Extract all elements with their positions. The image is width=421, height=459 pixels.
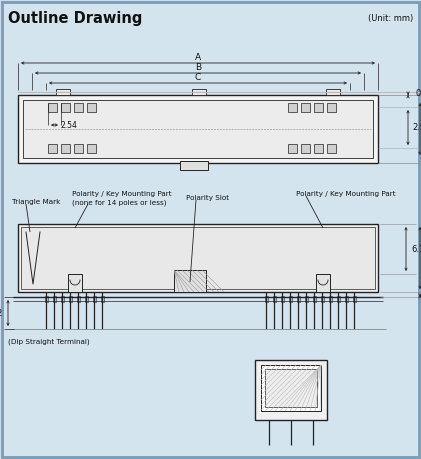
Text: 3.2: 3.2 <box>0 308 3 318</box>
Bar <box>87 144 96 153</box>
Bar <box>174 270 206 292</box>
Bar <box>261 365 321 411</box>
Text: (Dip Straight Terminal): (Dip Straight Terminal) <box>8 339 90 345</box>
Bar <box>316 274 330 292</box>
Bar <box>101 296 104 302</box>
Bar <box>77 296 80 302</box>
Text: Polarity / Key Mounting Part: Polarity / Key Mounting Part <box>296 191 396 197</box>
Text: Polarity Slot: Polarity Slot <box>186 195 229 201</box>
Text: Outline Drawing: Outline Drawing <box>8 11 142 26</box>
Bar <box>314 144 323 153</box>
Bar <box>288 144 297 153</box>
Bar <box>328 296 331 302</box>
Bar <box>61 144 70 153</box>
Bar <box>327 103 336 112</box>
Bar <box>344 296 347 302</box>
Bar <box>74 103 83 112</box>
Bar <box>336 296 339 302</box>
Bar <box>61 296 64 302</box>
Bar <box>296 296 299 302</box>
Bar <box>74 144 83 153</box>
Bar <box>21 227 375 289</box>
Bar <box>264 296 267 302</box>
Text: (Unit: mm): (Unit: mm) <box>368 13 413 22</box>
Bar <box>192 89 206 95</box>
Bar <box>304 296 307 302</box>
Bar <box>320 296 323 302</box>
Bar <box>255 360 327 420</box>
Bar <box>85 296 88 302</box>
Bar <box>280 296 283 302</box>
Bar <box>93 296 96 302</box>
Text: Triangle Mark: Triangle Mark <box>12 199 60 205</box>
Bar <box>312 296 315 302</box>
Bar <box>288 296 291 302</box>
Bar <box>180 161 208 170</box>
Bar <box>53 296 56 302</box>
Bar <box>61 103 70 112</box>
Bar <box>18 224 378 292</box>
Text: Polarity / Key Mounting Part: Polarity / Key Mounting Part <box>72 191 172 197</box>
Bar <box>272 296 275 302</box>
Bar <box>352 296 355 302</box>
Text: 6.1: 6.1 <box>411 245 421 253</box>
Bar <box>265 369 317 407</box>
Bar <box>68 274 82 292</box>
Bar <box>48 103 57 112</box>
Bar <box>301 144 310 153</box>
Bar <box>288 103 297 112</box>
Text: 2.54: 2.54 <box>413 123 421 132</box>
Bar <box>23 100 373 158</box>
Bar <box>56 89 70 95</box>
Text: 2.54: 2.54 <box>60 122 77 130</box>
Bar <box>48 144 57 153</box>
Bar <box>87 103 96 112</box>
Text: B: B <box>195 63 201 73</box>
Bar <box>301 103 310 112</box>
Bar <box>69 296 72 302</box>
Bar <box>18 95 378 163</box>
Text: C: C <box>195 73 201 83</box>
Bar <box>45 296 48 302</box>
Bar <box>314 103 323 112</box>
Text: (none for 14 poles or less): (none for 14 poles or less) <box>72 200 166 206</box>
Bar <box>327 144 336 153</box>
Text: 0.3: 0.3 <box>416 89 421 98</box>
Bar <box>326 89 340 95</box>
Text: A: A <box>195 54 201 62</box>
